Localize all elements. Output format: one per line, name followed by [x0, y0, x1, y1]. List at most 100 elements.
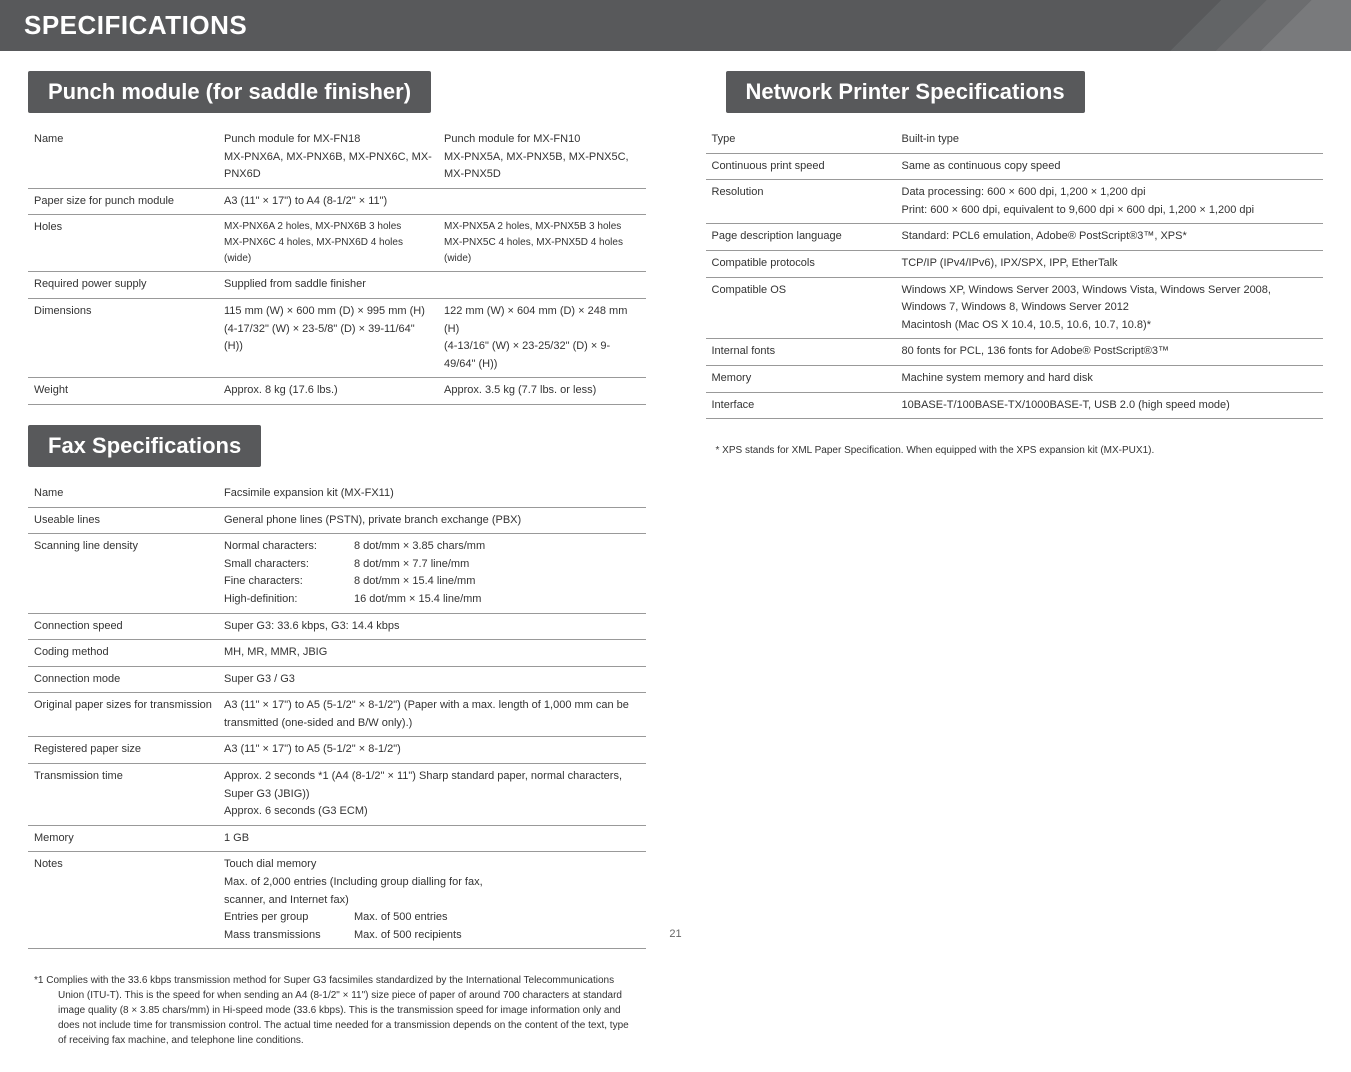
left-column: Punch module (for saddle finisher) Name …	[28, 71, 646, 1052]
sub-key: Entries per group	[224, 909, 354, 927]
row-label: Transmission time	[28, 764, 218, 826]
table-row: Compatible OS Windows XP, Windows Server…	[706, 277, 1324, 339]
page-number: 21	[0, 928, 1351, 940]
row-label: Weight	[28, 378, 218, 405]
row-value: MX-PNX6A 2 holes, MX-PNX6B 3 holes MX-PN…	[218, 215, 438, 272]
row-value: 10BASE-T/100BASE-TX/1000BASE-T, USB 2.0 …	[896, 392, 1324, 419]
table-row: Original paper sizes for transmission A3…	[28, 693, 646, 737]
sub-key: Normal characters:	[224, 538, 354, 556]
row-value: 80 fonts for PCL, 136 fonts for Adobe® P…	[896, 339, 1324, 366]
row-label: Name	[28, 127, 218, 188]
row-label: Paper size for punch module	[28, 188, 218, 215]
content-area: Punch module (for saddle finisher) Name …	[0, 51, 1351, 1072]
row-value: Punch module for MX-FN18 MX-PNX6A, MX-PN…	[218, 127, 438, 188]
row-value: Approx. 8 kg (17.6 lbs.)	[218, 378, 438, 405]
row-value: Windows XP, Windows Server 2003, Windows…	[896, 277, 1324, 339]
table-row: Resolution Data processing: 600 × 600 dp…	[706, 180, 1324, 224]
row-value: 1 GB	[218, 825, 646, 852]
table-row: Coding method MH, MR, MMR, JBIG	[28, 640, 646, 667]
row-value: Punch module for MX-FN10 MX-PNX5A, MX-PN…	[438, 127, 646, 188]
row-label: Resolution	[706, 180, 896, 224]
row-label: Registered paper size	[28, 737, 218, 764]
header-bar: SPECIFICATIONS	[0, 0, 1351, 51]
table-row: Internal fonts 80 fonts for PCL, 136 fon…	[706, 339, 1324, 366]
row-label: Scanning line density	[28, 534, 218, 613]
fax-table: Name Facsimile expansion kit (MX-FX11) U…	[28, 481, 646, 949]
row-value: Super G3 / G3	[218, 666, 646, 693]
row-value: A3 (11" × 17") to A5 (5-1/2" × 8-1/2") (…	[218, 693, 646, 737]
row-value: TCP/IP (IPv4/IPv6), IPX/SPX, IPP, EtherT…	[896, 250, 1324, 277]
table-row: Scanning line density Normal characters:…	[28, 534, 646, 613]
row-label: Holes	[28, 215, 218, 272]
section-title-fax: Fax Specifications	[28, 425, 261, 467]
sub-key: Small characters:	[224, 556, 354, 574]
row-label: Memory	[706, 365, 896, 392]
punch-table: Name Punch module for MX-FN18 MX-PNX6A, …	[28, 127, 646, 405]
table-row: Useable lines General phone lines (PSTN)…	[28, 507, 646, 534]
row-label: Page description language	[706, 224, 896, 251]
sub-key: High-definition:	[224, 591, 354, 609]
row-label: Dimensions	[28, 298, 218, 377]
row-value: MH, MR, MMR, JBIG	[218, 640, 646, 667]
table-row: Holes MX-PNX6A 2 holes, MX-PNX6B 3 holes…	[28, 215, 646, 272]
table-row: Continuous print speed Same as continuou…	[706, 153, 1324, 180]
table-row: Type Built-in type	[706, 127, 1324, 153]
row-label: Name	[28, 481, 218, 507]
sub-val: 8 dot/mm × 7.7 line/mm	[354, 556, 469, 574]
sub-val: Max. of 2,000 entries (Including group d…	[224, 874, 524, 909]
table-row: Paper size for punch module A3 (11" × 17…	[28, 188, 646, 215]
table-row: Required power supply Supplied from sadd…	[28, 272, 646, 299]
section-title-network: Network Printer Specifications	[726, 71, 1085, 113]
row-label: Compatible protocols	[706, 250, 896, 277]
row-value: A3 (11" × 17") to A5 (5-1/2" × 8-1/2")	[218, 737, 646, 764]
row-label: Connection speed	[28, 613, 218, 640]
row-value: 122 mm (W) × 604 mm (D) × 248 mm (H) (4-…	[438, 298, 646, 377]
row-value: A3 (11" × 17") to A4 (8-1/2" × 11")	[218, 188, 646, 215]
sub-val: 8 dot/mm × 15.4 line/mm	[354, 573, 475, 591]
row-value: Approx. 3.5 kg (7.7 lbs. or less)	[438, 378, 646, 405]
row-label: Interface	[706, 392, 896, 419]
row-label: Original paper sizes for transmission	[28, 693, 218, 737]
fax-footnote: *1 Complies with the 33.6 kbps transmiss…	[28, 969, 646, 1052]
row-value: Super G3: 33.6 kbps, G3: 14.4 kbps	[218, 613, 646, 640]
row-label: Memory	[28, 825, 218, 852]
table-row: Weight Approx. 8 kg (17.6 lbs.) Approx. …	[28, 378, 646, 405]
row-value: Facsimile expansion kit (MX-FX11)	[218, 481, 646, 507]
table-row: Registered paper size A3 (11" × 17") to …	[28, 737, 646, 764]
sub-val: Max. of 500 entries	[354, 909, 448, 927]
row-label: Coding method	[28, 640, 218, 667]
row-label: Compatible OS	[706, 277, 896, 339]
table-row: Memory 1 GB	[28, 825, 646, 852]
row-value: MX-PNX5A 2 holes, MX-PNX5B 3 holes MX-PN…	[438, 215, 646, 272]
right-column: Network Printer Specifications Type Buil…	[706, 71, 1324, 1052]
network-footnote: * XPS stands for XML Paper Specification…	[706, 439, 1324, 462]
table-row: Memory Machine system memory and hard di…	[706, 365, 1324, 392]
sub-val: 8 dot/mm × 3.85 chars/mm	[354, 538, 485, 556]
table-row: Name Punch module for MX-FN18 MX-PNX6A, …	[28, 127, 646, 188]
row-label: Type	[706, 127, 896, 153]
row-label: Useable lines	[28, 507, 218, 534]
row-value: Standard: PCL6 emulation, Adobe® PostScr…	[896, 224, 1324, 251]
row-value: 115 mm (W) × 600 mm (D) × 995 mm (H) (4-…	[218, 298, 438, 377]
row-label: Connection mode	[28, 666, 218, 693]
page-title: SPECIFICATIONS	[24, 10, 1327, 41]
row-label: Internal fonts	[706, 339, 896, 366]
sub-val: 16 dot/mm × 15.4 line/mm	[354, 591, 481, 609]
row-value: Same as continuous copy speed	[896, 153, 1324, 180]
table-row: Name Facsimile expansion kit (MX-FX11)	[28, 481, 646, 507]
table-row: Page description language Standard: PCL6…	[706, 224, 1324, 251]
row-value: General phone lines (PSTN), private bran…	[218, 507, 646, 534]
row-label: Continuous print speed	[706, 153, 896, 180]
table-row: Transmission time Approx. 2 seconds *1 (…	[28, 764, 646, 826]
row-value: Approx. 2 seconds *1 (A4 (8-1/2" × 11") …	[218, 764, 646, 826]
row-value: Built-in type	[896, 127, 1324, 153]
table-row: Connection speed Super G3: 33.6 kbps, G3…	[28, 613, 646, 640]
row-value: Machine system memory and hard disk	[896, 365, 1324, 392]
table-row: Compatible protocols TCP/IP (IPv4/IPv6),…	[706, 250, 1324, 277]
row-value: Data processing: 600 × 600 dpi, 1,200 × …	[896, 180, 1324, 224]
sub-key: Fine characters:	[224, 573, 354, 591]
section-title-punch: Punch module (for saddle finisher)	[28, 71, 431, 113]
row-label: Required power supply	[28, 272, 218, 299]
table-row: Connection mode Super G3 / G3	[28, 666, 646, 693]
table-row: Dimensions 115 mm (W) × 600 mm (D) × 995…	[28, 298, 646, 377]
